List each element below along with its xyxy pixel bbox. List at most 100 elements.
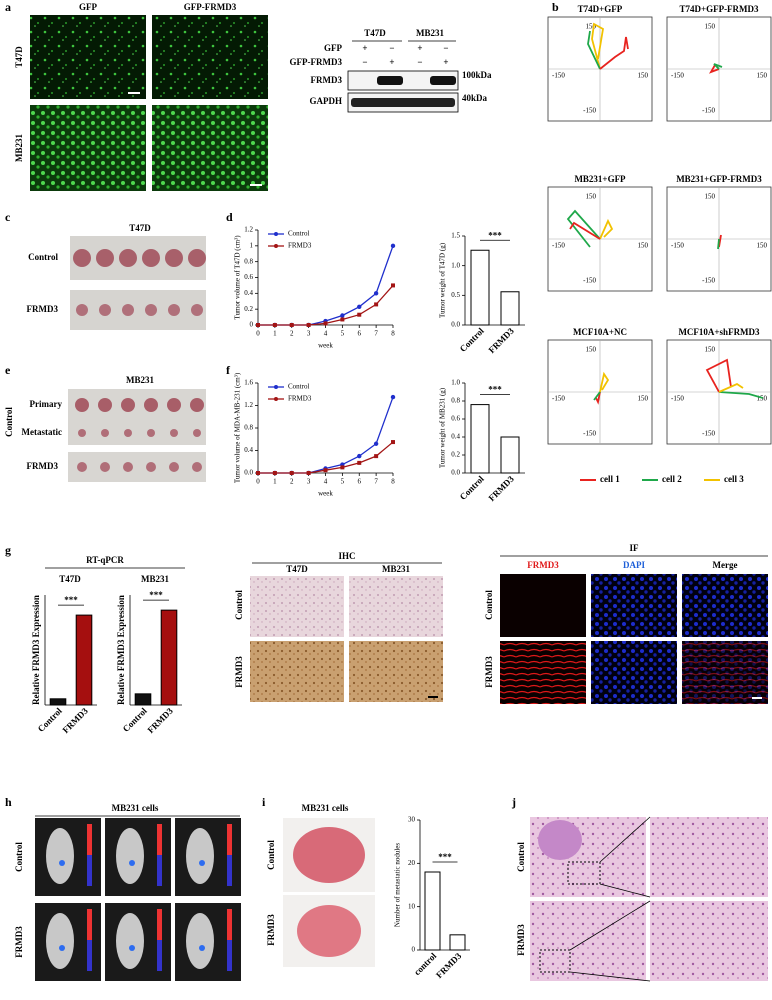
row-label: Control (14, 842, 24, 872)
panel-label: f (226, 363, 231, 377)
point (391, 440, 395, 445)
axis-label: 150 (586, 23, 597, 31)
row-label: FRMD3 (27, 461, 59, 471)
panel-label: i (262, 795, 266, 809)
y-tick-label: 0.6 (451, 415, 460, 423)
bar (424, 871, 441, 951)
x-tick-label: FRMD3 (487, 325, 517, 355)
y-axis-label: Number of metastatic nodules (394, 843, 402, 927)
x-tick-label: 8 (391, 330, 395, 338)
point (374, 302, 379, 307)
x-tick-label: 0 (256, 330, 260, 338)
blot-sign: − (417, 57, 422, 67)
bar (500, 291, 520, 326)
tumor (122, 304, 134, 316)
tumor (98, 398, 112, 412)
tumor (192, 462, 202, 472)
ihc-image (250, 641, 344, 702)
plot-title: MCF10A+shFRMD3 (678, 327, 760, 337)
y-tick-label: 0.2 (451, 451, 460, 459)
x-tick-label: 7 (374, 330, 378, 338)
tumor (124, 429, 132, 437)
color-scale (157, 940, 162, 971)
trajectory (595, 391, 601, 405)
tumor (146, 462, 156, 472)
trajectory (569, 221, 601, 240)
x-axis-label: week (318, 490, 333, 498)
tumor (147, 429, 155, 437)
axis-label: -150 (671, 72, 684, 80)
axis-label: 150 (638, 242, 649, 250)
row-label: T47D (14, 46, 24, 68)
legend-marker (274, 244, 278, 248)
legend-label: cell 1 (600, 474, 620, 484)
group-label: Control (4, 407, 14, 437)
tumor (145, 304, 157, 316)
tumor (121, 398, 135, 412)
signal (129, 945, 135, 951)
tumor (165, 249, 183, 267)
column-label: T47D (286, 564, 308, 574)
axis-label: 150 (705, 346, 716, 354)
point (373, 291, 379, 296)
blot-condition: GFP (324, 43, 342, 53)
point (340, 313, 345, 318)
y-tick-label: 0.0 (244, 469, 253, 477)
tumor-photo (70, 236, 206, 280)
ihc-image (250, 576, 344, 637)
zoom-line (599, 883, 651, 898)
axis-label: -150 (702, 277, 715, 285)
if-image (591, 574, 677, 637)
y-tick-label: 0.8 (451, 397, 460, 405)
x-tick-label: Control (36, 705, 65, 734)
color-scale (227, 940, 232, 971)
bar (470, 404, 490, 474)
x-tick-label: Control (121, 705, 150, 734)
point (340, 465, 345, 470)
zoom-line (569, 971, 651, 982)
legend-label: Control (288, 383, 309, 391)
point (289, 471, 294, 475)
if-image (682, 574, 768, 637)
trajectory (718, 382, 744, 393)
y-tick-label: 1.2 (244, 401, 253, 409)
x-tick-label: FRMD3 (434, 950, 464, 980)
blot-sign: + (389, 57, 394, 67)
tumor (123, 462, 133, 472)
y-tick-label: 0.4 (244, 446, 253, 454)
column-label: GFP-FRMD3 (184, 2, 237, 12)
y-tick-label: 1.6 (244, 379, 253, 387)
if-image (500, 574, 586, 637)
row-label: FRMD3 (14, 926, 24, 958)
y-tick-label: 20 (408, 859, 416, 867)
column-label: GFP (79, 2, 97, 12)
x-tick-label: FRMD3 (487, 473, 517, 503)
tumor (170, 429, 178, 437)
significance: *** (438, 852, 452, 862)
he-image (650, 901, 768, 981)
x-tick-label: 4 (324, 478, 328, 486)
point (323, 321, 328, 326)
panel-title: MB231 cells (112, 803, 159, 813)
signal (199, 860, 205, 866)
axis-label: 150 (638, 395, 649, 403)
color-scale (87, 855, 92, 886)
row-label: FRMD3 (266, 914, 276, 946)
x-tick-label: 4 (324, 330, 328, 338)
column-label: DAPI (623, 560, 645, 570)
mouse (116, 828, 144, 884)
tumor (168, 304, 180, 316)
microscopy-image (152, 15, 268, 99)
axis-label: 150 (638, 72, 649, 80)
marker-label: 100kDa (462, 70, 492, 80)
column-label: MB231 (382, 564, 410, 574)
microscopy-image (30, 105, 146, 191)
series-line (258, 245, 394, 326)
point (357, 304, 362, 309)
color-scale (157, 855, 162, 886)
tumor-photo (68, 389, 206, 445)
significance: *** (149, 590, 163, 600)
color-scale (227, 855, 232, 886)
zoom-box (539, 949, 571, 973)
point (340, 317, 345, 322)
